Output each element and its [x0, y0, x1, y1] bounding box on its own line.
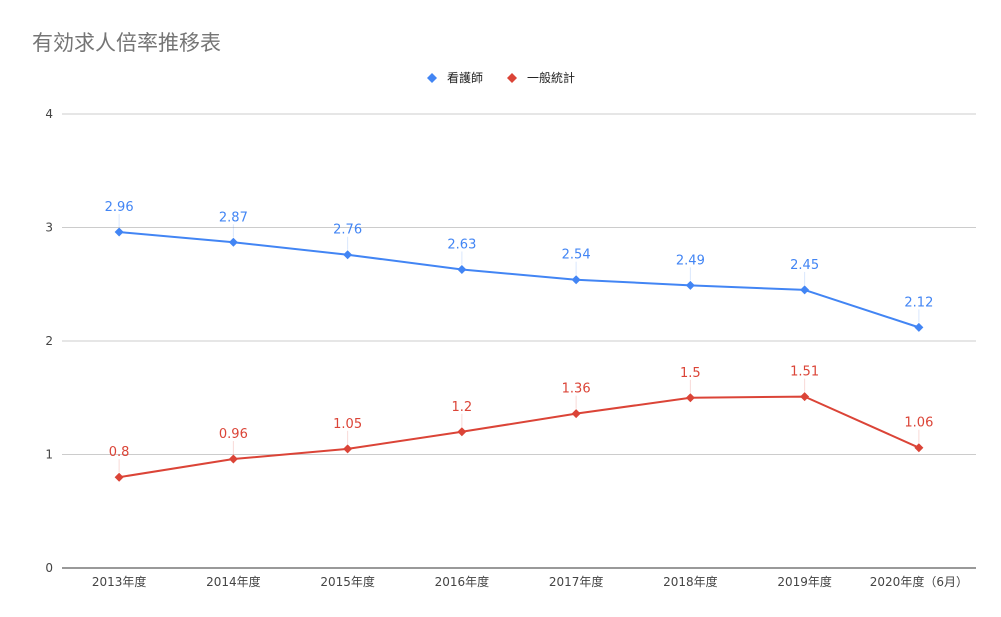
series-line-2 [118, 395, 920, 479]
data-label: 2.12 [904, 295, 933, 310]
chart-title: 有効求人倍率推移表 [32, 31, 221, 55]
legend: 看護師 一般統計 [427, 70, 575, 85]
legend-label: 一般統計 [527, 70, 575, 85]
data-point [343, 250, 353, 260]
y-tick-label: 4 [45, 107, 53, 121]
data-point [343, 444, 353, 454]
gridlines [62, 113, 976, 455]
y-tick-label: 1 [45, 448, 53, 462]
data-point [457, 427, 467, 437]
data-point [685, 280, 695, 290]
x-tick-label: 2018年度 [663, 574, 718, 589]
series-layer: 2.96 2.87 2.76 2.63 2.54 2.49 2.45 2.12 0.8 0.96 1… [105, 200, 933, 482]
series-line-1 [119, 231, 920, 329]
data-point [914, 322, 924, 332]
data-label: 2.87 [219, 210, 248, 225]
x-tick-label: 2019年度 [777, 574, 832, 589]
data-label: 1.51 [790, 365, 819, 380]
data-label: 1.2 [452, 400, 473, 415]
y-tick-label: 2 [45, 334, 53, 348]
data-label: 1.5 [680, 366, 701, 381]
x-tick-label: 2020年度（6月） [870, 574, 968, 589]
data-label: 0.8 [109, 445, 130, 460]
data-label: 2.96 [105, 200, 134, 215]
data-label: 2.49 [676, 253, 705, 268]
data-point [800, 285, 810, 295]
data-label: 2.54 [562, 248, 591, 263]
x-tick-label: 2014年度 [206, 574, 261, 589]
data-label: 1.06 [904, 416, 933, 431]
data-label: 2.63 [447, 237, 476, 252]
data-point [114, 472, 124, 482]
legend-marker [427, 73, 437, 83]
y-axis: 0 1 2 3 4 [45, 107, 53, 575]
y-tick-label: 3 [45, 221, 53, 235]
x-tick-label: 2017年度 [549, 574, 604, 589]
legend-marker [507, 73, 517, 83]
y-tick-label: 0 [45, 561, 53, 575]
data-label: 2.45 [790, 258, 819, 273]
data-label: 0.96 [219, 427, 248, 442]
data-point [914, 443, 924, 453]
data-point [228, 237, 238, 247]
data-label: 1.36 [562, 382, 591, 397]
x-tick-label: 2016年度 [435, 574, 490, 589]
legend-label: 看護師 [447, 70, 483, 85]
data-point [114, 227, 124, 237]
data-point [800, 392, 810, 402]
data-point [571, 409, 581, 419]
data-point [457, 264, 467, 274]
data-point [228, 454, 238, 464]
data-label: 1.05 [333, 417, 362, 432]
data-label: 2.76 [333, 223, 362, 238]
x-axis: 2013年度 2014年度 2015年度 2016年度 2017年度 2018年度 2019… [62, 567, 976, 589]
data-point [571, 275, 581, 285]
data-point [685, 393, 695, 403]
x-tick-label: 2015年度 [320, 574, 375, 589]
x-tick-label: 2013年度 [92, 574, 147, 589]
